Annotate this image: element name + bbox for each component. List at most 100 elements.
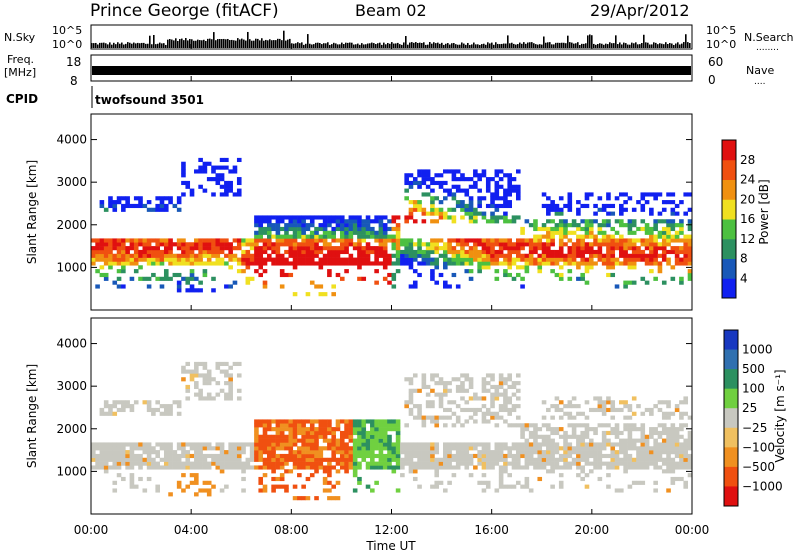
velocity-cell <box>541 457 547 462</box>
power-cell <box>417 246 422 251</box>
velocity-cell <box>498 407 504 413</box>
velocity-cell <box>236 388 242 393</box>
power-cell <box>554 261 560 266</box>
power-cell <box>125 261 130 266</box>
power-cell <box>438 200 444 205</box>
power-cell <box>601 238 607 243</box>
noise-bar <box>213 32 215 48</box>
velocity-cell <box>670 423 676 428</box>
noise-bar <box>275 40 277 48</box>
velocity-cell <box>365 461 371 466</box>
power-cell <box>606 261 611 266</box>
power-cell <box>301 223 306 228</box>
velocity-cell <box>460 461 465 466</box>
power-cell <box>189 276 195 281</box>
power-cell <box>151 253 156 258</box>
velocity-cell <box>194 450 199 455</box>
velocity-cell <box>194 453 199 459</box>
power-cell <box>434 196 440 201</box>
power-cell <box>228 265 233 270</box>
velocity-cell <box>430 442 435 447</box>
power-cell <box>275 226 281 232</box>
velocity-cell <box>254 430 259 436</box>
velocity-cell <box>206 373 212 378</box>
velocity-cell <box>546 457 551 462</box>
power-cell <box>258 226 264 232</box>
velocity-cell <box>623 461 628 466</box>
power-cell <box>679 276 684 281</box>
power-cell <box>400 242 405 247</box>
velocity-cell <box>395 419 401 424</box>
power-cell <box>567 249 573 255</box>
power-cell <box>546 219 551 224</box>
power-cell <box>421 207 427 212</box>
velocity-cell <box>331 427 336 432</box>
velocity-cell <box>528 434 534 439</box>
power-cell <box>533 223 538 228</box>
velocity-cell <box>674 404 680 409</box>
power-cell <box>421 192 427 197</box>
velocity-cell <box>567 434 573 439</box>
power-cell <box>254 249 259 255</box>
power-cell <box>490 249 495 255</box>
noise-bar <box>121 42 123 48</box>
velocity-cell <box>331 484 336 489</box>
velocity-cell <box>528 461 534 466</box>
velocity-cell <box>133 457 139 462</box>
power-cell <box>95 269 100 274</box>
power-cell <box>554 226 560 232</box>
velocity-cell <box>232 461 238 466</box>
velocity-cell <box>593 430 598 436</box>
velocity-cell <box>103 450 109 455</box>
power-cell <box>670 238 676 243</box>
velocity-cell <box>606 438 611 443</box>
velocity-cell <box>460 396 465 401</box>
power-cell <box>614 242 620 247</box>
power-cell <box>477 269 482 274</box>
velocity-cell <box>198 392 203 397</box>
velocity-cell <box>627 442 633 447</box>
power-cell <box>550 226 555 232</box>
velocity-cell <box>322 465 328 470</box>
velocity-cell <box>309 461 315 466</box>
power-cell <box>588 219 594 224</box>
velocity-cell <box>515 388 521 393</box>
power-cell <box>674 234 680 239</box>
velocity-cell <box>322 446 328 451</box>
power-cell <box>292 246 298 251</box>
velocity-cell <box>601 400 607 405</box>
velocity-cell <box>327 442 332 447</box>
noise-bar <box>283 30 285 48</box>
power-cell <box>198 157 203 163</box>
noise-bar <box>109 42 111 48</box>
power-cell <box>279 226 285 232</box>
velocity-cell <box>99 450 105 455</box>
power-cell <box>451 257 457 262</box>
velocity-cell <box>451 400 457 405</box>
velocity-cell <box>580 465 585 470</box>
power-cell <box>335 215 341 220</box>
power-cell <box>631 207 637 212</box>
power-cell <box>683 192 689 197</box>
velocity-cell <box>344 461 349 466</box>
power-cell <box>142 238 148 243</box>
power-cell <box>344 223 349 228</box>
power-cell <box>576 226 581 232</box>
power-cell <box>314 253 319 258</box>
velocity-cell <box>515 415 521 420</box>
velocity-cell <box>95 461 100 466</box>
power-cell <box>580 242 585 247</box>
power-cell <box>657 234 663 239</box>
velocity-cell <box>524 476 530 482</box>
velocity-cell <box>279 442 285 447</box>
velocity-cell <box>339 465 345 470</box>
power-cell <box>494 188 500 193</box>
power-cell <box>558 196 564 201</box>
power-cell <box>588 257 594 262</box>
velocity-cell <box>215 465 221 470</box>
noise-bar <box>343 44 345 48</box>
power-cell <box>498 203 504 209</box>
power-cell <box>215 173 221 178</box>
power-cell <box>631 230 637 235</box>
power-cell <box>254 257 259 262</box>
